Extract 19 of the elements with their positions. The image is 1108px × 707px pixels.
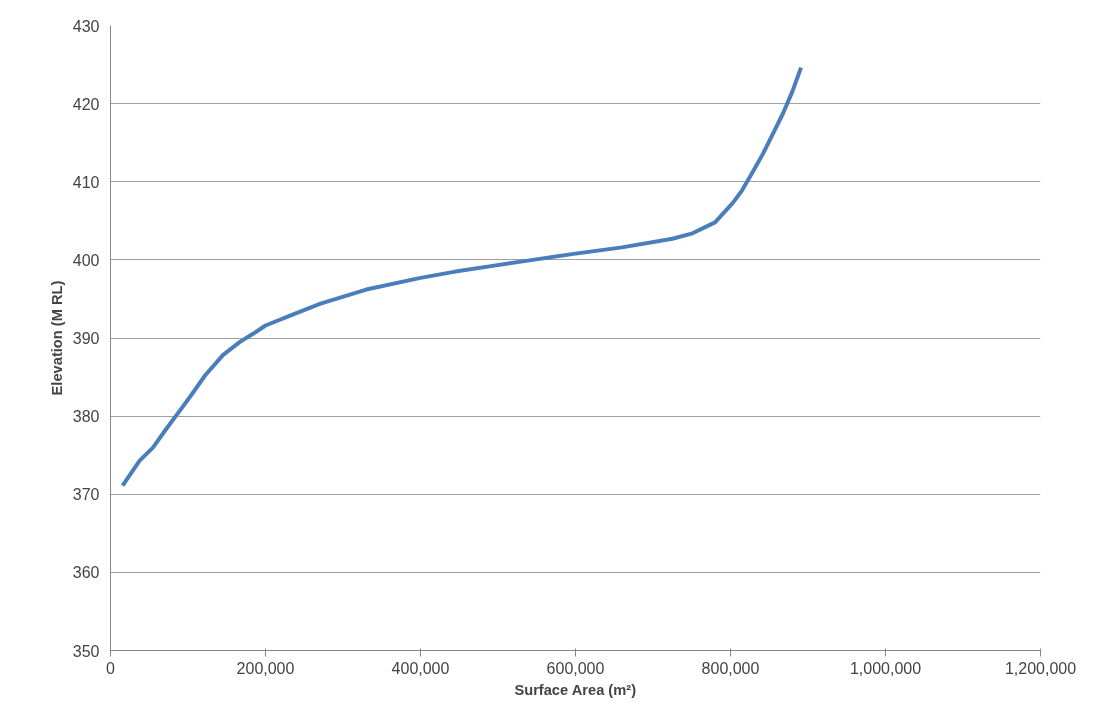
y-tick-label: 430 [72,17,100,35]
x-tick-label: 0 [106,659,116,677]
y-tick-label: 420 [72,95,100,113]
y-tick-label: 370 [72,486,100,504]
y-tick-label: 390 [72,330,100,347]
y-tick-label: 350 [72,642,100,660]
x-axis-title: Surface Area (m²) [514,681,637,698]
x-tick-label: 1,000,000 [849,659,922,677]
x-tick-label: 400,000 [391,659,450,677]
x-tick-label: 800,000 [701,659,760,677]
y-tick-label: 400 [72,251,100,269]
y-tick-label: 410 [72,173,100,191]
y-axis-title: Elevation (M RL) [48,280,65,396]
y-tick-label: 380 [72,408,100,426]
x-tick-label: 200,000 [236,659,295,677]
x-tick-label: 600,000 [546,659,605,677]
x-tick-label: 1,200,000 [1004,659,1077,677]
y-tick-label: 360 [72,564,100,582]
line-series [120,65,804,488]
